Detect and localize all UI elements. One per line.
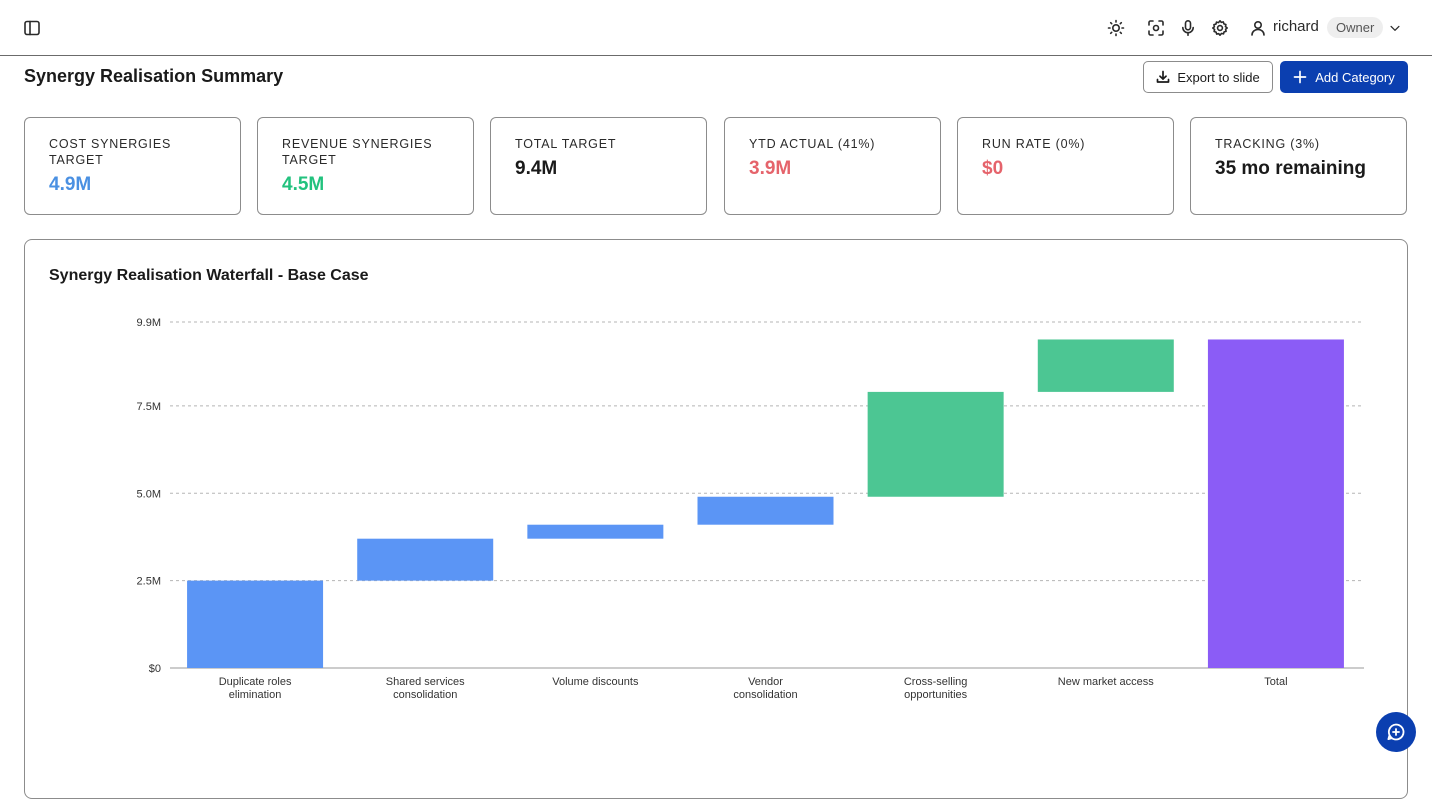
bar-total [1207, 339, 1344, 668]
kpi-value: 4.9M [49, 174, 92, 195]
x-tick-label: Total [1264, 676, 1287, 688]
kpi-label: YTD ACTUAL (41%) [749, 137, 876, 151]
kpi-value: 35 mo remaining [1215, 158, 1366, 179]
user-name[interactable]: richard [1273, 18, 1319, 35]
chevron-down-icon[interactable] [1383, 16, 1407, 40]
y-tick-label: 7.5M [137, 401, 161, 413]
chat-fab-button[interactable] [1376, 712, 1416, 752]
y-tick-label: $0 [149, 663, 161, 675]
bar-cost [527, 524, 664, 539]
x-tick-label: opportunities [904, 689, 967, 701]
y-tick-label: 2.5M [137, 576, 161, 588]
add-category-button[interactable]: Add Category [1280, 61, 1408, 93]
user-icon[interactable] [1246, 16, 1270, 40]
plus-icon [1293, 70, 1307, 84]
kpi-value: 4.5M [282, 174, 325, 195]
export-label: Export to slide [1177, 69, 1260, 85]
kpi-value: 3.9M [749, 158, 792, 179]
waterfall-chart-panel: Synergy Realisation Waterfall - Base Cas… [24, 239, 1408, 799]
bar-revenue [1037, 339, 1174, 392]
kpi-card-total-target: TOTAL TARGET 9.4M [490, 117, 707, 215]
bar-revenue [867, 391, 1004, 497]
role-badge: Owner [1327, 17, 1384, 38]
bar-cost [187, 580, 324, 668]
top-bar: richard Owner [0, 0, 1432, 56]
page-title: Synergy Realisation Summary [24, 66, 284, 86]
add-category-label: Add Category [1315, 69, 1395, 85]
microphone-icon[interactable] [1176, 16, 1200, 40]
x-tick-label: Vendor [748, 676, 783, 688]
gear-icon[interactable] [1208, 16, 1232, 40]
bar-cost [357, 538, 494, 581]
kpi-card-cost-synergies: COST SYNERGIES TARGET 4.9M [24, 117, 241, 215]
kpi-label: TRACKING (3%) [1215, 137, 1320, 151]
kpi-value: 9.4M [515, 158, 558, 179]
kpi-card-run-rate: RUN RATE (0%) $0 [957, 117, 1174, 215]
export-to-slide-button[interactable]: Export to slide [1143, 61, 1273, 93]
x-tick-label: Shared services [386, 676, 465, 688]
kpi-label: RUN RATE (0%) [982, 137, 1086, 151]
x-tick-label: consolidation [733, 689, 797, 701]
kpi-card-revenue-synergies: REVENUE SYNERGIES TARGET 4.5M [257, 117, 474, 215]
x-tick-label: consolidation [393, 689, 457, 701]
x-tick-label: New market access [1058, 676, 1154, 688]
kpi-label: REVENUE SYNERGIES TARGET [282, 137, 433, 167]
x-tick-label: Duplicate roles [219, 676, 292, 688]
x-tick-label: Volume discounts [552, 676, 639, 688]
x-tick-label: Cross-selling [904, 676, 968, 688]
kpi-card-ytd-actual: YTD ACTUAL (41%) 3.9M [724, 117, 941, 215]
download-icon [1156, 70, 1170, 83]
kpi-card-tracking: TRACKING (3%) 35 mo remaining [1190, 117, 1407, 215]
waterfall-chart: $0 2.5M 5.0M 7.5M 9.9M Duplicate roleselimina… [137, 317, 1364, 701]
kpi-label: TOTAL TARGET [515, 137, 617, 151]
x-tick-label: elimination [229, 689, 282, 701]
sun-icon[interactable] [1104, 16, 1128, 40]
y-tick-label: 5.0M [137, 488, 161, 500]
kpi-label: COST SYNERGIES TARGET [49, 137, 172, 167]
screen-capture-icon[interactable] [1144, 16, 1168, 40]
chat-plus-icon [1387, 723, 1405, 741]
chart-title: Synergy Realisation Waterfall - Base Cas… [49, 267, 369, 284]
y-tick-label: 9.9M [137, 317, 161, 329]
sidebar-toggle-icon[interactable] [20, 16, 44, 40]
bar-cost [697, 496, 834, 525]
kpi-value: $0 [982, 158, 1004, 179]
